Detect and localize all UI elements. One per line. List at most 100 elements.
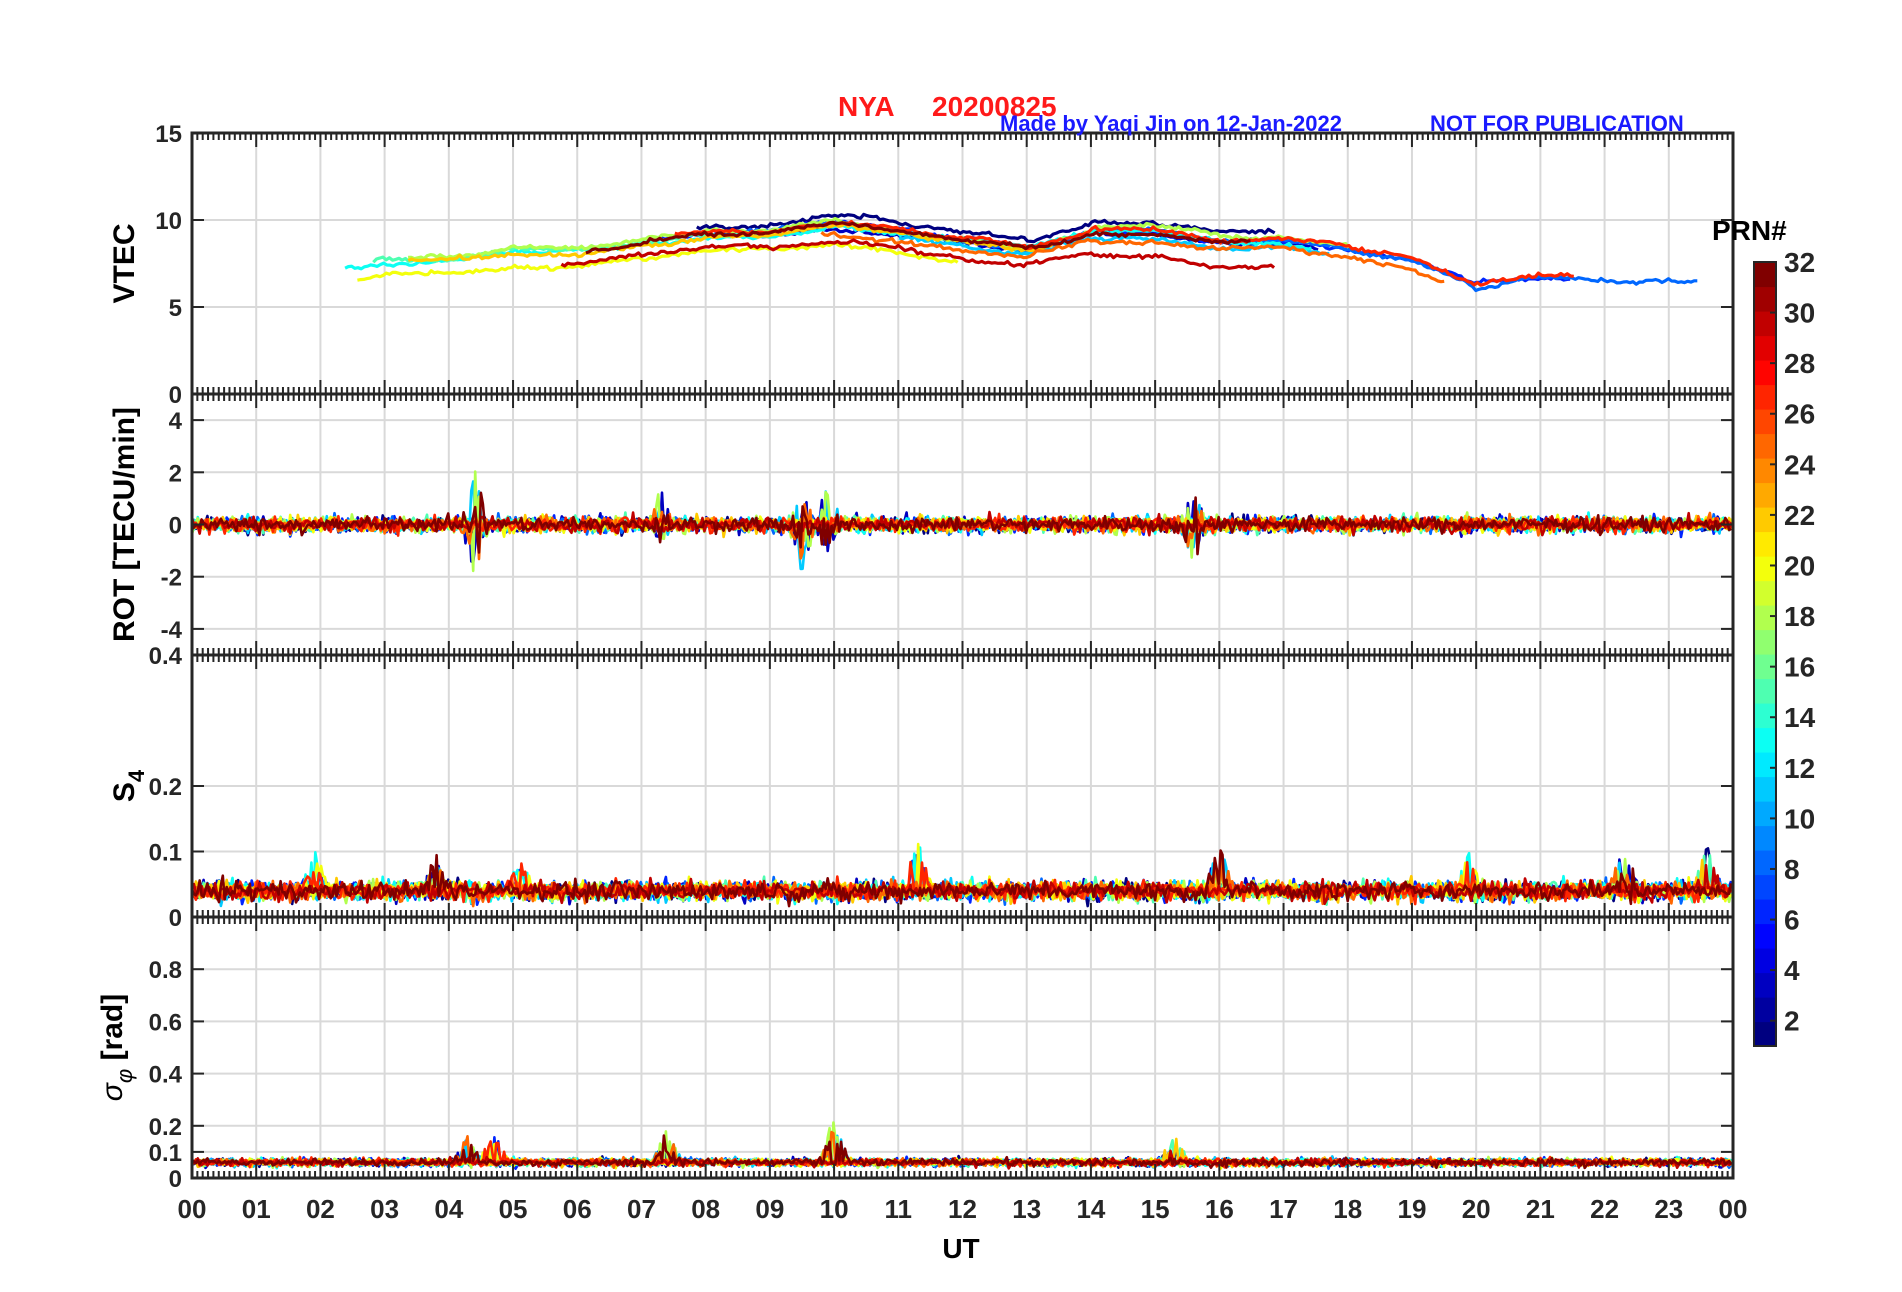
- x-tick-label: 12: [948, 1194, 977, 1224]
- panel-3: 0 0.1 0.2 0.4 S4: [108, 643, 1735, 932]
- series-group: [192, 1121, 1733, 1170]
- y-tick-label: 4: [169, 408, 183, 435]
- x-tick-label: 06: [563, 1194, 592, 1224]
- x-tick-label: 23: [1654, 1194, 1683, 1224]
- x-tick-label: 08: [691, 1194, 720, 1224]
- colorbar-segment: [1754, 507, 1776, 533]
- colorbar-tick-label: 14: [1784, 702, 1816, 733]
- colorbar-segment: [1754, 335, 1776, 361]
- colorbar-segment: [1754, 752, 1776, 778]
- colorbar-tick-label: 2: [1784, 1006, 1800, 1037]
- y-tick-label: 0.1: [149, 840, 182, 867]
- y-tick-label: 10: [155, 208, 182, 235]
- x-tick-label: 00: [1719, 1194, 1748, 1224]
- x-tick-label: 07: [627, 1194, 656, 1224]
- colorbar-segment: [1754, 262, 1776, 288]
- colorbar-segment: [1754, 923, 1776, 949]
- colorbar-segment: [1754, 899, 1776, 925]
- colorbar-tick-label: 24: [1784, 449, 1816, 480]
- x-tick-label: 03: [370, 1194, 399, 1224]
- x-tick-label: 15: [1141, 1194, 1170, 1224]
- x-tick-label: 14: [1076, 1194, 1105, 1224]
- y-tick-label: 0.8: [149, 957, 182, 984]
- colorbar-tick-label: 22: [1784, 500, 1815, 531]
- colorbar-segment: [1754, 482, 1776, 508]
- colorbar-segment: [1754, 360, 1776, 386]
- y-tick-label: 0.1: [149, 1140, 182, 1167]
- colorbar-tick-label: 28: [1784, 348, 1815, 379]
- colorbar-segment: [1754, 850, 1776, 876]
- colorbar-segment: [1754, 948, 1776, 974]
- series-group: [192, 842, 1733, 908]
- colorbar-segment: [1754, 384, 1776, 410]
- y-axis-label: ROT [TECU/min]: [108, 407, 141, 642]
- x-tick-label: 11: [885, 1194, 913, 1224]
- colorbar-tick-label: 12: [1784, 753, 1815, 784]
- credit-text: Made by Yaqi Jin on 12-Jan-2022: [1000, 111, 1342, 136]
- x-tick-label: 05: [499, 1194, 528, 1224]
- colorbar-tick-label: 30: [1784, 298, 1815, 329]
- series-line-prn-25: [820, 231, 1445, 284]
- y-tick-label: 0: [169, 1166, 182, 1193]
- x-tick-label: 02: [306, 1194, 335, 1224]
- colorbar-segment: [1754, 286, 1776, 312]
- x-tick-label: 04: [434, 1194, 463, 1224]
- series-line-prn-32: [192, 849, 1733, 908]
- x-tick-label: 20: [1462, 1194, 1491, 1224]
- x-tick-label: 00: [178, 1194, 207, 1224]
- colorbar-tick-label: 10: [1784, 803, 1815, 834]
- colorbar-segment: [1754, 605, 1776, 631]
- colorbar-segment: [1754, 458, 1776, 484]
- y-axis-label: S4: [108, 769, 149, 802]
- colorbar-tick-label: 6: [1784, 905, 1800, 936]
- y-tick-label: -2: [161, 565, 182, 592]
- x-tick-label: 13: [1012, 1194, 1041, 1224]
- colorbar-segment: [1754, 556, 1776, 582]
- y-tick-label: 0: [169, 513, 182, 540]
- series-line-prn-32: [192, 1134, 1733, 1170]
- colorbar-tick-label: 16: [1784, 652, 1815, 683]
- y-tick-label: -4: [161, 617, 183, 644]
- y-tick-label: 0.2: [149, 774, 182, 801]
- colorbar-segment: [1754, 776, 1776, 802]
- colorbar-tick-label: 20: [1784, 550, 1815, 581]
- colorbar-segment: [1754, 972, 1776, 998]
- panel-4: 00.10.2 0.4 0.6 0.8 σφ [rad]: [96, 915, 1735, 1193]
- colorbar-segment: [1754, 433, 1776, 459]
- colorbar-segment: [1754, 703, 1776, 729]
- colorbar-tick-label: 8: [1784, 854, 1800, 885]
- colorbar-segment: [1754, 629, 1776, 655]
- series-group: [344, 212, 1698, 293]
- colorbar-segment: [1754, 678, 1776, 704]
- colorbar-segment: [1754, 801, 1776, 827]
- series-group: [192, 470, 1733, 573]
- not-for-publication-notice: NOT FOR PUBLICATION: [1430, 111, 1684, 136]
- y-tick-label: 0.4: [149, 643, 183, 670]
- colorbar-segment: [1754, 654, 1776, 680]
- title-station: NYA: [838, 91, 895, 122]
- y-tick-label: 15: [155, 121, 182, 148]
- series-line-prn-32: [192, 491, 1732, 556]
- colorbar-segment: [1754, 997, 1776, 1023]
- y-tick-label: 0.4: [149, 1062, 183, 1089]
- x-tick-label: 09: [755, 1194, 784, 1224]
- series-line-prn-30: [560, 238, 1276, 271]
- y-axis-label: VTEC: [108, 223, 141, 303]
- x-tick-label: 22: [1590, 1194, 1619, 1224]
- x-tick-label: 16: [1205, 1194, 1234, 1224]
- series-line-prn-20: [357, 241, 959, 282]
- colorbar-segment: [1754, 409, 1776, 435]
- x-axis-label: UT: [942, 1233, 979, 1264]
- colorbar-label: PRN#: [1712, 215, 1787, 246]
- colorbar-tick-label: 4: [1784, 955, 1800, 986]
- y-axis-label: σφ [rad]: [96, 994, 137, 1101]
- colorbar-segment: [1754, 1021, 1776, 1047]
- colorbar-segment: [1754, 531, 1776, 557]
- x-tick-label: 01: [242, 1194, 271, 1224]
- colorbar-segment: [1754, 727, 1776, 753]
- series-line-prn-32: [585, 220, 1251, 255]
